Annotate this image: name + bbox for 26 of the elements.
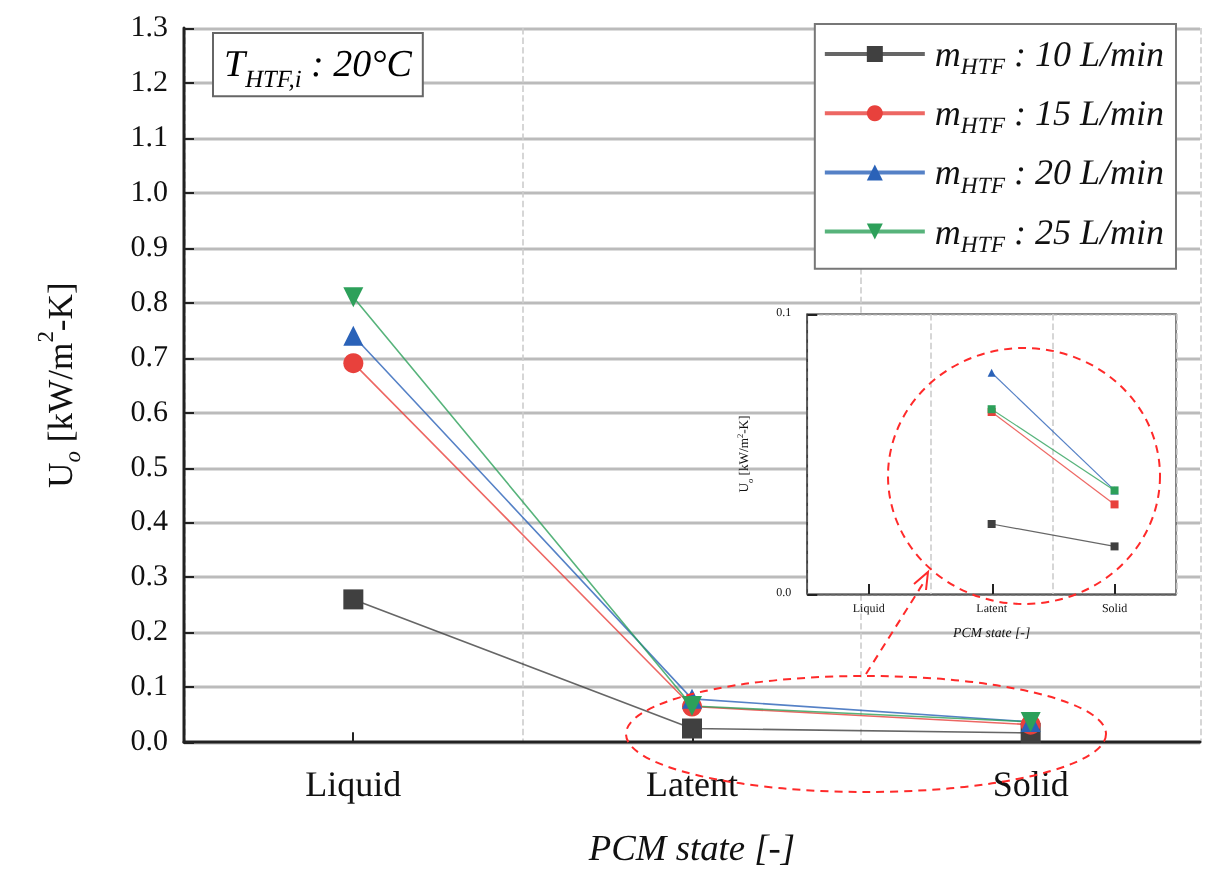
y-tick-label: 0.7: [130, 341, 169, 374]
y-tick-label: 0.5: [130, 451, 168, 484]
y-tick-label: 0.2: [130, 616, 168, 649]
y-tick-label: 0.6: [130, 396, 169, 429]
y-tick-label: 0.1: [130, 671, 168, 704]
y-tick-label: 0.3: [130, 561, 168, 594]
x-tick-label: Liquid: [305, 764, 402, 805]
point: [1110, 500, 1119, 509]
y-tick-label: 1.0: [130, 176, 168, 209]
point: [343, 589, 364, 610]
point: [987, 520, 996, 528]
point: [343, 353, 364, 374]
y-tick-label: 0.8: [130, 286, 168, 319]
y-axis-title: Uo [kW/m2-K]: [34, 282, 86, 488]
x-tick-label: Solid: [992, 764, 1069, 805]
y-tick-label: 0.9: [130, 231, 168, 264]
y-tick-label: 0.0: [130, 726, 168, 759]
y-tick-label: 1.3: [130, 12, 168, 44]
x-tick-label: Latent: [646, 764, 738, 805]
y-tick-label: 0.4: [130, 506, 169, 539]
point: [343, 325, 364, 346]
x-axis-title: PCM state [-]: [586, 828, 796, 868]
point: [1110, 542, 1119, 551]
point: [682, 718, 702, 739]
y-tick-label: 1.1: [130, 121, 168, 154]
y-tick-label: 1.2: [130, 66, 168, 99]
